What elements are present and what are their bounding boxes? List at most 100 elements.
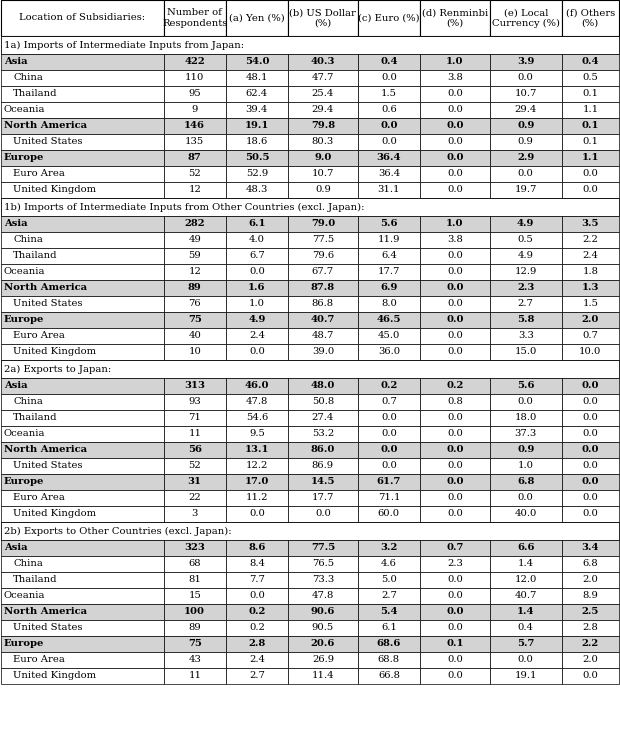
Text: 3.4: 3.4 bbox=[582, 543, 599, 553]
Text: 2.4: 2.4 bbox=[582, 252, 598, 260]
Bar bbox=[288, 668, 358, 684]
Text: 1.5: 1.5 bbox=[381, 90, 397, 99]
Bar bbox=[226, 620, 288, 636]
Text: 0.0: 0.0 bbox=[447, 300, 463, 309]
Bar bbox=[226, 134, 288, 150]
Bar bbox=[1, 378, 164, 394]
Bar bbox=[288, 166, 358, 182]
Bar bbox=[164, 426, 226, 442]
Bar bbox=[226, 604, 288, 620]
Bar bbox=[562, 280, 619, 296]
Text: Europe: Europe bbox=[4, 640, 45, 649]
Text: China: China bbox=[13, 235, 43, 245]
Bar bbox=[358, 620, 420, 636]
Bar bbox=[164, 410, 226, 426]
Text: 89: 89 bbox=[188, 283, 202, 292]
Bar bbox=[1, 506, 164, 522]
Text: (e) Local
Currency (%): (e) Local Currency (%) bbox=[492, 8, 560, 27]
Text: 0.0: 0.0 bbox=[447, 493, 463, 502]
Text: 17.7: 17.7 bbox=[312, 493, 334, 502]
Text: 0.0: 0.0 bbox=[447, 347, 463, 356]
Text: 48.7: 48.7 bbox=[312, 332, 334, 341]
Text: 5.8: 5.8 bbox=[517, 315, 534, 324]
Bar bbox=[1, 360, 619, 378]
Bar bbox=[164, 458, 226, 474]
Bar bbox=[164, 636, 226, 652]
Bar bbox=[420, 166, 490, 182]
Bar bbox=[562, 248, 619, 264]
Bar bbox=[490, 588, 562, 604]
Bar bbox=[490, 652, 562, 668]
Text: (a) Yen (%): (a) Yen (%) bbox=[229, 13, 285, 22]
Text: 8.0: 8.0 bbox=[381, 300, 397, 309]
Bar bbox=[358, 572, 420, 588]
Bar bbox=[164, 312, 226, 328]
Text: Number of
Respondents: Number of Respondents bbox=[162, 8, 228, 27]
Text: 19.1: 19.1 bbox=[245, 122, 269, 131]
Text: 0.0: 0.0 bbox=[447, 672, 463, 680]
Text: 2.0: 2.0 bbox=[582, 655, 598, 665]
Bar bbox=[420, 328, 490, 344]
Bar bbox=[420, 134, 490, 150]
Text: 76.5: 76.5 bbox=[312, 559, 334, 568]
Text: 61.7: 61.7 bbox=[377, 478, 401, 487]
Text: United Kingdom: United Kingdom bbox=[13, 186, 96, 194]
Bar bbox=[420, 0, 490, 36]
Bar bbox=[420, 442, 490, 458]
Text: 40.0: 40.0 bbox=[515, 510, 537, 519]
Bar bbox=[490, 668, 562, 684]
Text: 100: 100 bbox=[184, 608, 205, 617]
Bar bbox=[490, 166, 562, 182]
Bar bbox=[1, 458, 164, 474]
Text: 40.3: 40.3 bbox=[311, 57, 335, 67]
Text: 68: 68 bbox=[188, 559, 201, 568]
Bar bbox=[164, 668, 226, 684]
Text: 1.0: 1.0 bbox=[249, 300, 265, 309]
Text: 11: 11 bbox=[188, 430, 202, 439]
Text: 39.0: 39.0 bbox=[312, 347, 334, 356]
Text: 0.6: 0.6 bbox=[381, 105, 397, 114]
Bar bbox=[358, 490, 420, 506]
Bar bbox=[490, 150, 562, 166]
Text: Euro Area: Euro Area bbox=[13, 332, 65, 341]
Text: Oceania: Oceania bbox=[4, 268, 45, 277]
Text: 14.5: 14.5 bbox=[311, 478, 335, 487]
Bar bbox=[420, 572, 490, 588]
Bar bbox=[164, 572, 226, 588]
Text: North America: North America bbox=[4, 445, 87, 455]
Text: 90.6: 90.6 bbox=[311, 608, 335, 617]
Text: 68.6: 68.6 bbox=[377, 640, 401, 649]
Text: 71: 71 bbox=[188, 413, 201, 422]
Text: 46.0: 46.0 bbox=[245, 381, 269, 390]
Bar bbox=[358, 540, 420, 556]
Text: 2.8: 2.8 bbox=[582, 623, 598, 632]
Bar bbox=[420, 490, 490, 506]
Bar bbox=[288, 182, 358, 198]
Bar bbox=[562, 70, 619, 86]
Bar bbox=[490, 134, 562, 150]
Bar bbox=[358, 442, 420, 458]
Text: 0.0: 0.0 bbox=[447, 252, 463, 260]
Text: 37.3: 37.3 bbox=[515, 430, 537, 439]
Text: 80.3: 80.3 bbox=[312, 137, 334, 146]
Text: 0.0: 0.0 bbox=[381, 413, 397, 422]
Text: 53.2: 53.2 bbox=[312, 430, 334, 439]
Bar bbox=[490, 312, 562, 328]
Bar bbox=[164, 378, 226, 394]
Bar bbox=[420, 70, 490, 86]
Text: 3.9: 3.9 bbox=[517, 57, 534, 67]
Bar bbox=[226, 458, 288, 474]
Bar bbox=[1, 344, 164, 360]
Text: 40.7: 40.7 bbox=[515, 591, 537, 600]
Text: 3.8: 3.8 bbox=[447, 235, 463, 245]
Bar bbox=[562, 86, 619, 102]
Text: 11: 11 bbox=[188, 672, 202, 680]
Bar bbox=[490, 344, 562, 360]
Bar bbox=[288, 588, 358, 604]
Text: 0.4: 0.4 bbox=[380, 57, 397, 67]
Bar bbox=[562, 636, 619, 652]
Bar bbox=[562, 426, 619, 442]
Bar bbox=[490, 636, 562, 652]
Bar bbox=[490, 442, 562, 458]
Text: 52: 52 bbox=[188, 462, 201, 470]
